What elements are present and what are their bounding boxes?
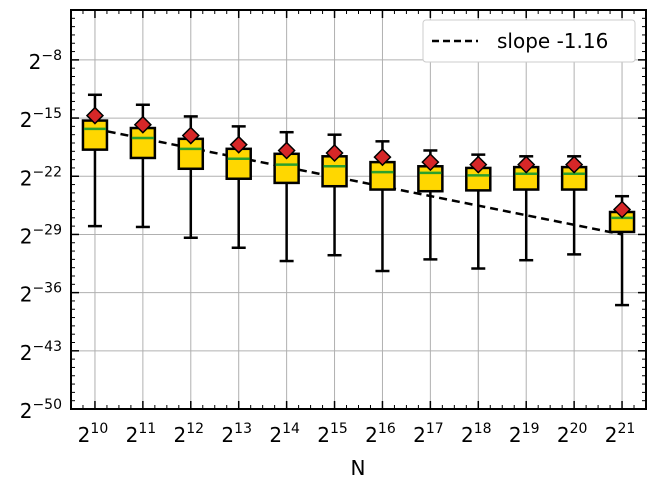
mean-marker bbox=[565, 155, 584, 174]
box-iqr bbox=[369, 160, 396, 191]
legend-label: slope -1.16 bbox=[497, 29, 608, 53]
box-2-20 bbox=[560, 155, 588, 256]
box-iqr bbox=[129, 126, 157, 160]
x-tick-label: 218 bbox=[461, 421, 492, 447]
y-tick-label: 2−22 bbox=[20, 164, 62, 190]
mean-marker bbox=[421, 153, 440, 172]
y-tick-label: 2−43 bbox=[20, 339, 62, 365]
y-tick-label: 2−29 bbox=[20, 222, 62, 248]
mean-marker bbox=[325, 143, 344, 163]
box-iqr bbox=[177, 137, 205, 171]
box-2-21 bbox=[608, 194, 636, 307]
x-tick-label: 211 bbox=[126, 421, 157, 447]
mean-marker bbox=[373, 148, 392, 167]
axes-frame bbox=[70, 9, 647, 410]
box-2-17 bbox=[417, 149, 444, 261]
x-tick-label: 213 bbox=[221, 421, 252, 447]
box-2-14 bbox=[273, 130, 300, 263]
box-iqr bbox=[225, 147, 252, 180]
x-tick-label: 221 bbox=[605, 421, 636, 447]
x-tick-label: 212 bbox=[174, 421, 205, 447]
box-2-10 bbox=[81, 93, 109, 228]
box-2-15 bbox=[321, 133, 348, 257]
y-tick-label: 2−36 bbox=[20, 281, 62, 307]
legend-frame bbox=[422, 19, 636, 63]
x-tick-label: 220 bbox=[557, 421, 588, 447]
y-tick-label: 2−15 bbox=[20, 106, 62, 132]
slope-line-layer bbox=[94, 127, 623, 236]
box-2-16 bbox=[369, 140, 396, 273]
box-2-13 bbox=[225, 125, 252, 249]
box-2-19 bbox=[512, 155, 540, 262]
mean-marker bbox=[229, 135, 248, 154]
x-axis-title: N bbox=[351, 456, 366, 480]
plot-frame bbox=[70, 9, 647, 410]
mean-marker bbox=[277, 141, 296, 160]
box-iqr bbox=[81, 119, 109, 151]
box-iqr bbox=[273, 152, 300, 185]
box-2-11 bbox=[129, 103, 157, 229]
y-tick-label: 2−8 bbox=[29, 48, 62, 74]
x-tick-label: 215 bbox=[317, 421, 348, 447]
mean-marker bbox=[85, 106, 105, 125]
mean-marker bbox=[469, 155, 488, 174]
mean-marker bbox=[181, 126, 200, 145]
x-tick-label: 210 bbox=[78, 421, 109, 447]
grid-lines bbox=[71, 10, 646, 410]
legend: slope -1.16 bbox=[422, 19, 636, 63]
x-tick-label: 217 bbox=[413, 421, 444, 447]
x-tick-label: 214 bbox=[269, 421, 300, 447]
mean-marker bbox=[612, 200, 632, 219]
mean-marker bbox=[133, 115, 152, 134]
mean-marker bbox=[517, 155, 536, 174]
box-2-18 bbox=[465, 153, 492, 270]
x-tick-label: 219 bbox=[509, 421, 540, 447]
y-tick-label: 2−50 bbox=[20, 397, 62, 423]
box-2-12 bbox=[177, 115, 205, 240]
boxes-layer bbox=[81, 93, 636, 307]
x-tick-label: 216 bbox=[365, 421, 396, 447]
tick-labels: 210 211 212 213 214 215 216 217 218 219 220 221 2−8 2… bbox=[20, 48, 636, 447]
slope-line bbox=[94, 127, 623, 236]
